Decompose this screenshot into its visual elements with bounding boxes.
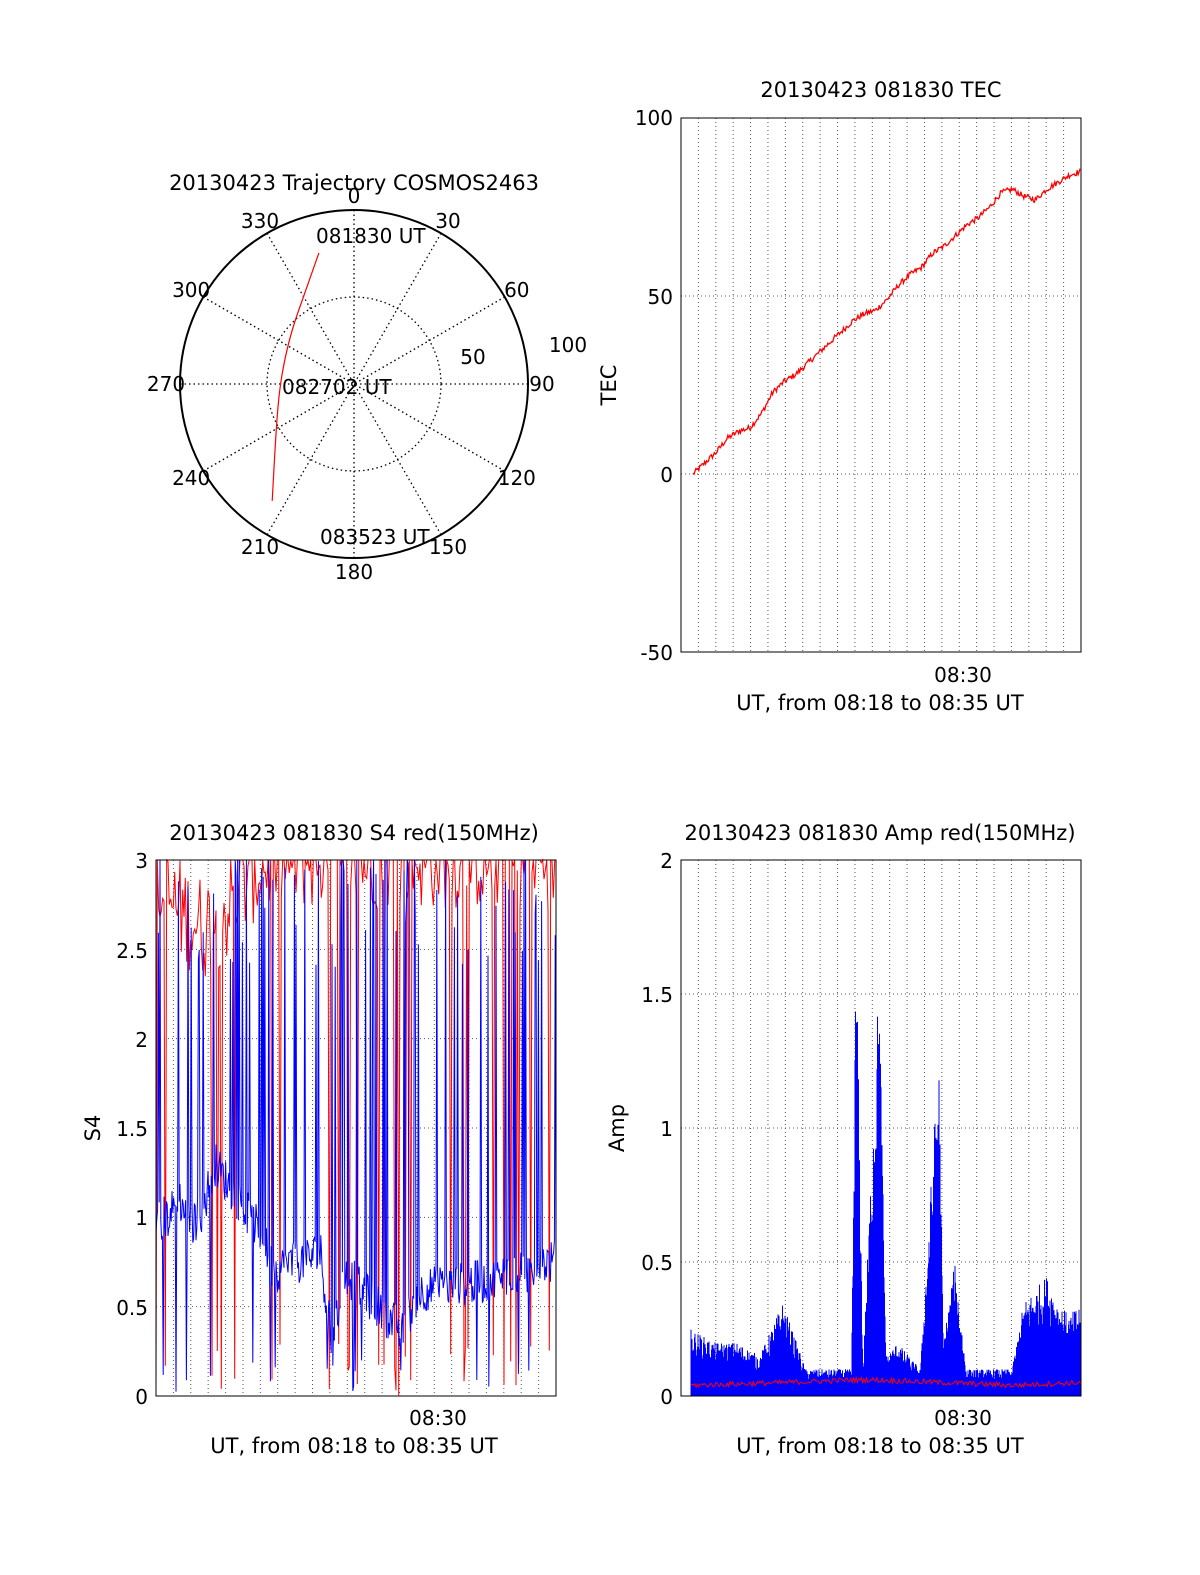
amp-ytick-1: 1 [660, 1117, 673, 1141]
s4-ytick-2: 2 [135, 1028, 148, 1052]
s4-xlabel: UT, from 08:18 to 08:35 UT [210, 1434, 498, 1458]
polar-labels: 0 30 60 90 120 150 180 210 240 270 300 330 50 100 [147, 184, 587, 584]
amp-red-series [690, 1375, 1082, 1389]
amp-xtick-0830: 08:30 [934, 1406, 992, 1430]
polar-outer-ring [179, 209, 529, 559]
amp-ytick-0-5: 0.5 [641, 1251, 673, 1275]
tec-series-line [692, 168, 1082, 476]
amp-title: 20130423 081830 Amp red(150MHz) [684, 821, 1075, 845]
s4-blue-line [155, 859, 557, 1392]
s4-ytick-3: 3 [135, 849, 148, 873]
trajectory-time-end: 083523 UT [320, 525, 430, 549]
polar-grid [180, 210, 528, 558]
azimuth-label-30: 30 [435, 209, 460, 233]
tec-ytick-minus50: -50 [640, 641, 673, 665]
radial-label-100: 100 [549, 333, 587, 357]
tec-ylabel: TEC [597, 365, 621, 407]
s4-ytick-0: 0 [135, 1385, 148, 1409]
tec-panel: 20130423 081830 TEC 100 50 0 -50 08:30 U… [597, 78, 1082, 715]
amp-ytick-0: 0 [660, 1385, 673, 1409]
azimuth-label-60: 60 [504, 278, 529, 302]
amp-red-line [690, 1375, 1082, 1389]
amp-panel: 20130423 081830 Amp red(150MHz) 2 1.5 1 … [605, 821, 1082, 1458]
s4-blue-series [155, 859, 557, 1392]
azimuth-label-330: 330 [241, 209, 279, 233]
s4-xtick-0830: 08:30 [409, 1406, 467, 1430]
s4-ytick-0-5: 0.5 [116, 1296, 148, 1320]
azimuth-label-0: 0 [348, 184, 361, 208]
tec-plot-frame [680, 117, 1082, 653]
azimuth-label-210: 210 [241, 535, 279, 559]
amp-xlabel: UT, from 08:18 to 08:35 UT [736, 1434, 1024, 1458]
amp-grid [681, 860, 1081, 1396]
azimuth-label-90: 90 [529, 372, 554, 396]
azimuth-label-240: 240 [172, 466, 210, 490]
tec-ytick-100: 100 [635, 106, 673, 130]
azimuth-label-120: 120 [498, 466, 536, 490]
trajectory-time-mid: 082702 UT [282, 375, 392, 399]
amp-blue-line [690, 1011, 1082, 1396]
s4-panel: 20130423 081830 S4 red(150MHz) 3 2.5 2 1… [81, 821, 557, 1458]
azimuth-label-150: 150 [429, 535, 467, 559]
radial-label-50: 50 [460, 345, 485, 369]
trajectory-title: 20130423 Trajectory COSMOS2463 [169, 171, 539, 195]
s4-ytick-1-5: 1.5 [116, 1117, 148, 1141]
tec-title: 20130423 081830 TEC [760, 78, 1001, 102]
trajectory-time-start: 081830 UT [316, 224, 426, 248]
tec-ytick-0: 0 [660, 463, 673, 487]
tec-xlabel: UT, from 08:18 to 08:35 UT [736, 691, 1024, 715]
azimuth-label-270: 270 [147, 372, 185, 396]
tec-grid [681, 118, 1081, 652]
trajectory-panel: 20130423 Trajectory COSMOS2463 0 30 60 90 12… [147, 171, 587, 584]
azimuth-label-300: 300 [172, 278, 210, 302]
amp-ytick-2: 2 [660, 849, 673, 873]
s4-plot-frame [155, 859, 557, 1397]
s4-title: 20130423 081830 S4 red(150MHz) [169, 821, 539, 845]
s4-ytick-1: 1 [135, 1206, 148, 1230]
azimuth-label-180: 180 [335, 560, 373, 584]
amp-ylabel: Amp [605, 1104, 629, 1152]
trajectory-series [271, 252, 320, 501]
amp-ytick-1-5: 1.5 [641, 983, 673, 1007]
amp-blue-series [690, 1011, 1082, 1396]
tec-ytick-50: 50 [648, 285, 673, 309]
amp-plot-frame [680, 859, 1082, 1397]
s4-ylabel: S4 [81, 1115, 105, 1142]
s4-ytick-2-5: 2.5 [116, 939, 148, 963]
tec-xtick-0830: 08:30 [934, 663, 992, 687]
